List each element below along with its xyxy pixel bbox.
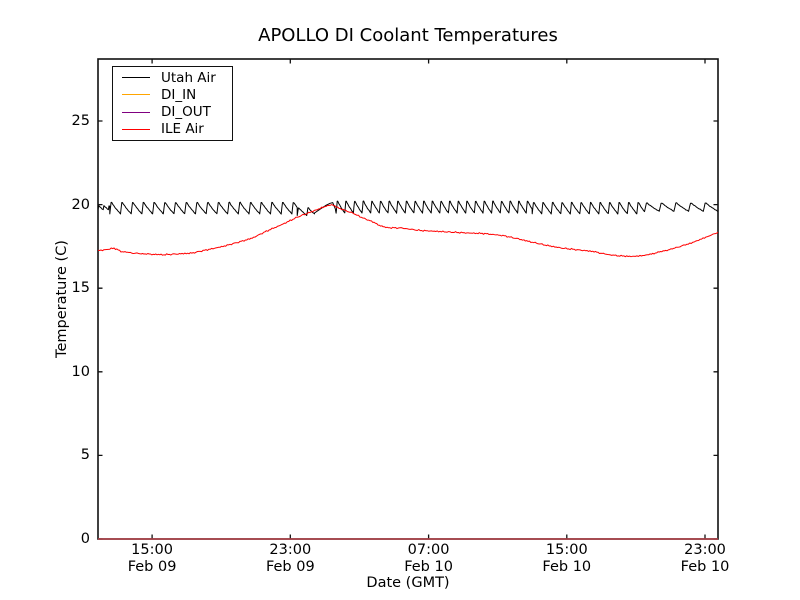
y-tick-label: 0 bbox=[80, 531, 90, 547]
legend-label-di-out: DI_OUT bbox=[161, 104, 211, 121]
x-tick-label: 23:00 Feb 09 bbox=[240, 542, 340, 576]
x-tick-time: 23:00 bbox=[269, 542, 312, 558]
y-tick-label: 15 bbox=[71, 280, 90, 297]
legend-line-swatch-di-in bbox=[122, 94, 150, 96]
y-tick-label: 10 bbox=[71, 363, 90, 380]
x-tick-time: 15:00 bbox=[131, 542, 173, 558]
series-line-ile-air bbox=[98, 204, 718, 258]
legend-line-swatch-di-out bbox=[122, 111, 150, 113]
legend-line-swatch-utah-air bbox=[122, 77, 150, 79]
y-tick-label: 25 bbox=[71, 113, 90, 130]
legend-label-di-in: DI_IN bbox=[161, 86, 197, 103]
x-axis-label: Date (GMT) bbox=[366, 575, 450, 591]
legend-item-di-out: DI_OUT bbox=[122, 104, 232, 121]
chart-title: APOLLO DI Coolant Temperatures bbox=[258, 25, 558, 46]
legend-item-utah-air: Utah Air bbox=[122, 69, 232, 86]
x-tick-label: 15:00 Feb 10 bbox=[517, 542, 617, 576]
legend-label-ile-air: ILE Air bbox=[161, 121, 204, 138]
y-axis-label: Temperature (C) bbox=[54, 240, 70, 358]
x-tick-date: Feb 09 bbox=[127, 559, 177, 575]
x-tick-label: 15:00 Feb 09 bbox=[102, 542, 202, 576]
x-tick-date: Feb 09 bbox=[265, 559, 315, 575]
legend-label-utah-air: Utah Air bbox=[161, 69, 216, 86]
axis-ticks bbox=[98, 59, 718, 540]
x-tick-label: 23:00 Feb 10 bbox=[655, 542, 755, 576]
x-tick-date: Feb 10 bbox=[680, 559, 730, 575]
legend-line-swatch-ile-air bbox=[122, 128, 150, 130]
y-tick-label: 5 bbox=[80, 447, 90, 464]
legend-item-di-in: DI_IN bbox=[122, 86, 232, 103]
y-tick-label: 20 bbox=[71, 196, 90, 213]
x-tick-date: Feb 10 bbox=[404, 559, 453, 575]
x-tick-label: 07:00 Feb 10 bbox=[379, 542, 479, 576]
x-tick-time: 07:00 bbox=[407, 542, 450, 558]
x-tick-time: 15:00 bbox=[545, 542, 588, 558]
series-line-utah-air bbox=[98, 200, 718, 216]
x-tick-time: 23:00 bbox=[684, 542, 726, 558]
legend-item-ile-air: ILE Air bbox=[122, 121, 232, 138]
legend: Utah Air DI_IN DI_OUT ILE Air bbox=[112, 66, 233, 141]
x-tick-date: Feb 10 bbox=[542, 559, 592, 575]
